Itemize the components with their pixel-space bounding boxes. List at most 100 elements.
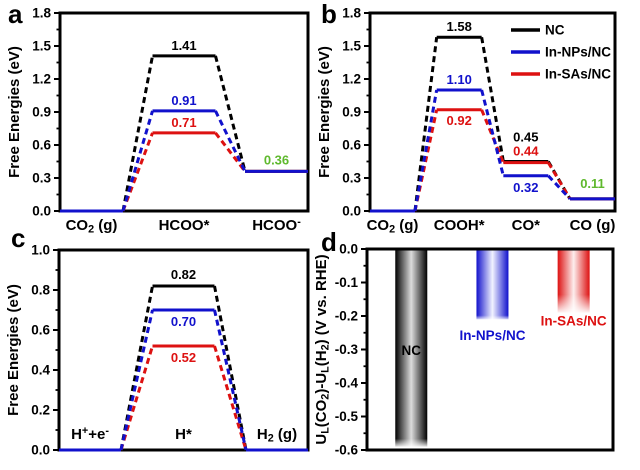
y-tick-label: -0.3 [335, 342, 359, 357]
y-axis-title: Free Energies (eV) [5, 284, 22, 416]
bar-NC [395, 249, 428, 447]
y-axis: 0.0 -0.1 -0.2 -0.3 -0.4 -0.5 -0.6 [335, 242, 367, 458]
value-label: 0.92 [447, 113, 472, 128]
panel-a: 0.0 0.3 0.6 0.9 1.2 1.5 1.8 Free Energies (eV) C… [6, 6, 310, 236]
y-tick-label: 0.0 [342, 204, 361, 219]
stage-label: CO2 (g) [367, 217, 419, 236]
panel-letter-d: d [321, 227, 337, 257]
stage-label: CO* [512, 217, 541, 234]
transition-dash [214, 131, 247, 173]
value-label: 0.32 [513, 180, 538, 195]
y-tick-label: 1.2 [32, 72, 51, 87]
transition-dash [213, 285, 248, 451]
series-In-NPs/NC [370, 88, 615, 213]
transition-dash [119, 309, 154, 451]
transition-dash [547, 174, 572, 200]
value-label: 1.41 [171, 38, 196, 53]
stage-label: H++e- [71, 425, 109, 443]
y-tick-label: -0.5 [335, 409, 359, 424]
stage-label: CO2 (g) [66, 217, 118, 236]
value-label: 0.91 [171, 93, 196, 108]
transition-dash [213, 309, 248, 451]
value-label: 0.11 [580, 176, 605, 191]
value-label: 0.36 [264, 152, 289, 167]
y-tick-label: 0.3 [32, 171, 51, 186]
bar-bottom-fade [394, 438, 429, 448]
transition-dash [480, 36, 505, 162]
transition-dash [119, 285, 154, 451]
y-tick-label: -0.1 [335, 275, 359, 290]
panel-b: 0.0 0.3 0.6 0.9 1.2 1.5 1.8 Free Energies (eV) C… [316, 6, 617, 236]
transition-dash [413, 89, 439, 212]
y-tick-label: 0.2 [31, 403, 50, 418]
transition-dash [413, 109, 439, 212]
y-axis: 0.0 0.3 0.6 0.9 1.2 1.5 1.8 [32, 6, 60, 219]
value-label: 0.82 [171, 267, 196, 282]
y-tick-label: 0.6 [31, 323, 50, 338]
y-tick-label: 0.0 [31, 443, 50, 458]
legend-label: NC [545, 23, 565, 38]
series-In-NPs/NC [59, 308, 308, 452]
legend: NC In-NPs/NC In-SAs/NC [511, 23, 611, 82]
transition-dash [213, 345, 248, 451]
bar-label-In-SAs/NC: In-SAs/NC [541, 314, 607, 329]
value-label: 1.10 [447, 72, 472, 87]
y-axis-title: UL(CO2)-UL(H2) (V vs. RHE) [313, 254, 332, 444]
y-tick-label: -0.2 [335, 309, 358, 324]
value-label: 0.52 [171, 350, 196, 365]
plot-frame [368, 11, 617, 213]
transition-dash [480, 89, 505, 177]
y-tick-label: -0.6 [335, 443, 359, 458]
y-tick-label: 0.9 [342, 105, 361, 120]
stage-label: COOH* [434, 217, 485, 234]
series-NC [370, 35, 615, 213]
y-tick-label: 0.6 [342, 138, 361, 153]
value-label: 0.44 [513, 144, 539, 159]
stage-label: HCOO- [252, 216, 301, 234]
y-axis-title: Free Energies (eV) [6, 46, 23, 178]
transition-dash [121, 55, 154, 212]
y-tick-label: 0.6 [32, 138, 51, 153]
y-tick-label: 0.8 [31, 283, 50, 298]
y-axis-title: Free Energies (eV) [316, 46, 333, 178]
stage-label: H* [175, 426, 192, 443]
y-tick-label: 0.0 [339, 242, 358, 257]
bar-bottom-fade [556, 294, 591, 314]
stage-label: HCOO* [159, 217, 210, 234]
y-tick-label: 1.5 [32, 39, 51, 54]
transition-dash [214, 110, 247, 173]
y-tick-label: 0.9 [32, 105, 51, 120]
y-tick-label: 1.0 [31, 243, 50, 258]
transition-dash [121, 110, 154, 212]
transition-dash [119, 345, 154, 451]
panel-d: 0.0 -0.1 -0.2 -0.3 -0.4 -0.5 -0.6UL(CO2)-UL(H2… [313, 242, 615, 458]
series-In-SAs/NC [370, 108, 615, 213]
series-In-NPs/NC [60, 109, 308, 213]
transition-dash [413, 37, 439, 212]
y-axis: 0.0 0.3 0.6 0.9 1.2 1.5 1.8 [342, 6, 370, 219]
value-label: 0.45 [513, 130, 538, 145]
value-label: 0.70 [171, 314, 196, 329]
panel-c: 0.0 0.2 0.4 0.6 0.8 1.0 Free Energies (eV) H++e… [5, 243, 310, 458]
y-tick-label: 0.3 [342, 171, 361, 186]
bar-In-NPs/NC [476, 249, 509, 320]
value-label: 1.58 [447, 19, 472, 34]
transition-dash [547, 161, 572, 200]
y-tick-label: 1.5 [342, 39, 361, 54]
y-tick-label: 1.8 [32, 6, 51, 21]
y-tick-label: 0.4 [31, 363, 50, 378]
y-tick-label: 1.2 [342, 72, 361, 87]
y-tick-label: 0.0 [32, 204, 51, 219]
bar-label-In-NPs/NC: In-NPs/NC [459, 328, 525, 343]
bar-label-NC: NC [402, 343, 422, 358]
stage-label: CO (g) [570, 217, 616, 234]
value-label: 0.71 [171, 115, 196, 130]
bar-bottom-fade [475, 315, 510, 321]
stage-label: H2 (g) [257, 426, 297, 445]
panel-letter-b: b [321, 0, 337, 29]
panel-letter-a: a [8, 0, 23, 29]
legend-label: In-NPs/NC [545, 45, 611, 60]
panel-letter-c: c [11, 223, 26, 253]
